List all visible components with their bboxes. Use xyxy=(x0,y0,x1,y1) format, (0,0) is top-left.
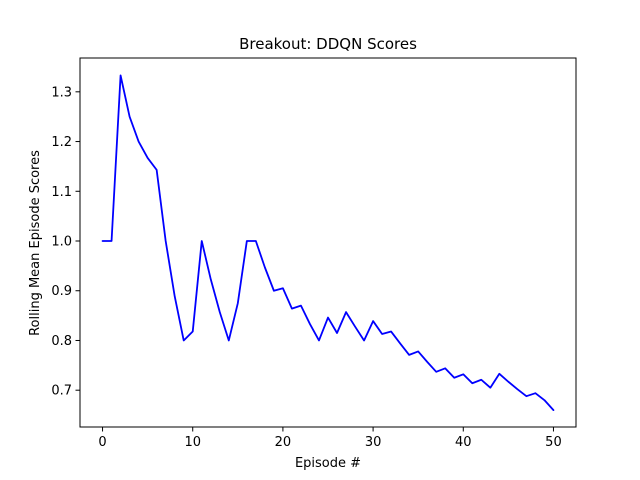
x-tick-label: 30 xyxy=(365,435,382,450)
y-tick-label: 1.3 xyxy=(51,85,72,100)
y-tick-label: 0.7 xyxy=(51,384,72,399)
x-tick-label: 20 xyxy=(275,435,292,450)
y-tick-label: 0.8 xyxy=(51,334,72,349)
y-axis-label: Rolling Mean Episode Scores xyxy=(28,150,43,336)
x-tick-label: 50 xyxy=(545,435,562,450)
x-tick-label: 0 xyxy=(98,435,106,450)
y-tick-label: 0.9 xyxy=(51,284,72,299)
y-tick-label: 1.0 xyxy=(51,235,72,250)
plot-area xyxy=(79,57,577,428)
x-axis-label: Episode # xyxy=(295,456,361,471)
series-line-0 xyxy=(101,74,555,411)
y-tick-label: 1.1 xyxy=(51,185,72,200)
y-tick-label: 1.2 xyxy=(51,135,72,150)
chart-title: Breakout: DDQN Scores xyxy=(239,35,417,53)
x-axis: 0 10 20 30 40 50 xyxy=(98,427,562,450)
x-tick-label: 40 xyxy=(455,435,472,450)
x-tick-label: 10 xyxy=(184,435,201,450)
y-axis: 0.7 0.8 0.9 1.0 1.1 1.2 1.3 xyxy=(51,85,80,399)
plot-frame xyxy=(79,57,577,428)
